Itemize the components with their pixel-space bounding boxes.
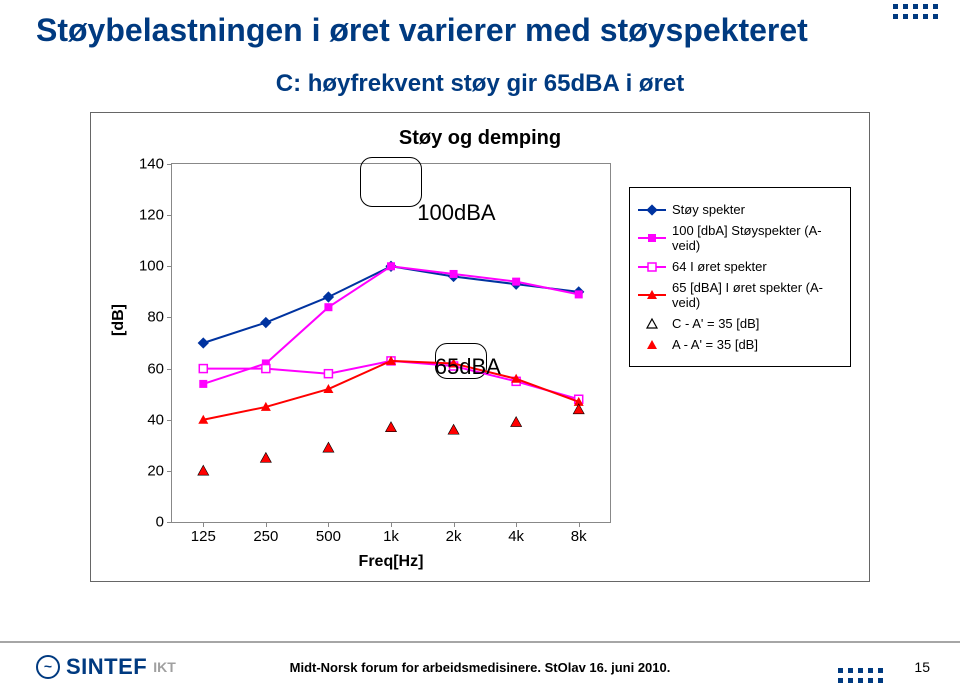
xtick-label: 2k bbox=[446, 528, 462, 545]
legend-label: C - A' = 35 [dB] bbox=[672, 316, 759, 331]
ytick-label: 60 bbox=[147, 360, 164, 377]
legend-label: A - A' = 35 [dB] bbox=[672, 337, 758, 352]
slide-title: Støybelastningen i øret varierer med stø… bbox=[36, 12, 808, 49]
xtick-label: 250 bbox=[253, 528, 278, 545]
xtick-label: 4k bbox=[508, 528, 524, 545]
slide-subtitle: C: høyfrekvent støy gir 65dBA i øret bbox=[0, 70, 960, 98]
legend-item: 64 I øret spekter bbox=[638, 259, 842, 274]
legend-item: A - A' = 35 [dB] bbox=[638, 337, 842, 352]
footer: SINTEF IKT Midt-Norsk forum for arbeidsm… bbox=[0, 641, 960, 691]
page-number: 15 bbox=[914, 659, 930, 675]
legend-label: 64 I øret spekter bbox=[672, 259, 767, 274]
legend-item: 100 [dbA] Støyspekter (A-veid) bbox=[638, 223, 842, 253]
decorative-dots-top bbox=[893, 4, 940, 21]
xtick-label: 500 bbox=[316, 528, 341, 545]
x-axis-label: Freq[Hz] bbox=[171, 553, 611, 571]
legend-item: 65 [dBA] I øret spekter (A-veid) bbox=[638, 280, 842, 310]
ytick-label: 40 bbox=[147, 411, 164, 428]
xtick-label: 1k bbox=[383, 528, 399, 545]
decorative-dots-footer bbox=[838, 668, 885, 685]
xtick-label: 125 bbox=[191, 528, 216, 545]
legend-label: 100 [dbA] Støyspekter (A-veid) bbox=[672, 223, 842, 253]
ytick-label: 80 bbox=[147, 309, 164, 326]
ytick-label: 120 bbox=[139, 207, 164, 224]
chart-title: Støy og demping bbox=[91, 127, 869, 150]
ytick-label: 140 bbox=[139, 156, 164, 173]
ytick-label: 20 bbox=[147, 462, 164, 479]
legend-label: Støy spekter bbox=[672, 202, 745, 217]
chart-container: Støy og demping 020406080100120140125250… bbox=[90, 112, 870, 582]
footer-caption: Midt-Norsk forum for arbeidsmedisinere. … bbox=[0, 660, 960, 675]
plot-area: 0204060801001201401252505001k2k4k8k100dB… bbox=[171, 163, 611, 523]
ytick-label: 0 bbox=[156, 514, 164, 531]
xtick-label: 8k bbox=[571, 528, 587, 545]
legend-item: Støy spekter bbox=[638, 202, 842, 217]
legend: Støy spekter 100 [dbA] Støyspekter (A-vei… bbox=[629, 187, 851, 367]
ytick-label: 100 bbox=[139, 258, 164, 275]
legend-label: 65 [dBA] I øret spekter (A-veid) bbox=[672, 280, 842, 310]
legend-item: C - A' = 35 [dB] bbox=[638, 316, 842, 331]
y-axis-label: [dB] bbox=[110, 304, 128, 336]
